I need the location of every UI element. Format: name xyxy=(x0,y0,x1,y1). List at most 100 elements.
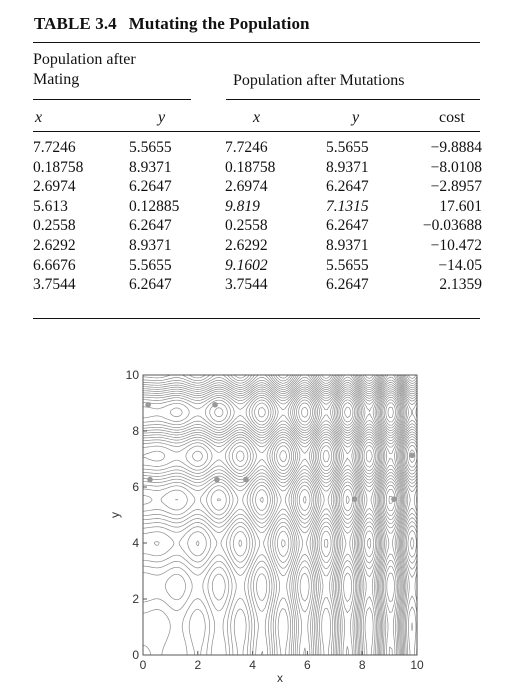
contour-line xyxy=(233,375,417,558)
contour-line xyxy=(143,382,407,655)
cell-x-mating: 7.7246 xyxy=(33,139,76,156)
x-axis-label: x xyxy=(277,671,283,685)
contour-line xyxy=(257,396,399,512)
contour-line xyxy=(143,376,417,655)
table-row: 3.7544 6.2647 3.7544 6.2647 2.1359 xyxy=(33,275,482,295)
cell-cost: −2.8957 xyxy=(430,178,482,196)
cell-y-mutations: 6.2647 xyxy=(326,178,369,196)
group-rule-mutations xyxy=(226,99,480,100)
y-tick-label: 0 xyxy=(132,648,139,662)
population-table-body: 7.7246 5.5655 7.7246 5.5655 −9.8884 0.18758 8.… xyxy=(33,138,482,295)
population-point xyxy=(147,476,153,483)
cell-x-mutations: 9.1602 xyxy=(225,256,268,274)
cell-y-mating: 8.9371 xyxy=(129,158,172,176)
cell-x-mutations: 7.7246 xyxy=(225,139,268,156)
table-row: 0.18758 8.9371 0.18758 8.9371 −8.0108 xyxy=(33,158,482,178)
table-row: 2.6974 6.2647 2.6974 6.2647 −2.8957 xyxy=(33,177,482,197)
contour-line xyxy=(143,375,417,655)
cell-cost: −0.03688 xyxy=(422,217,482,235)
contour-line xyxy=(143,375,417,655)
population-table: 7.7246 5.5655 7.7246 5.5655 −9.8884 0.18758 8.… xyxy=(33,138,482,295)
y-tick-label: 8 xyxy=(132,424,139,438)
cell-x-mutations: 9.819 xyxy=(225,197,260,215)
table-row: 5.613 0.12885 9.819 7.1315 17.601 xyxy=(33,197,482,217)
y-axis-label: y xyxy=(108,512,122,518)
contour-line xyxy=(143,386,405,655)
plot-frame xyxy=(142,374,418,656)
population-point xyxy=(214,476,220,483)
cell-x-mutations: 2.6292 xyxy=(225,236,268,254)
table-header-rule xyxy=(33,131,480,132)
cell-x-mating: 3.7544 xyxy=(33,276,76,294)
cell-y-mutations: 7.1315 xyxy=(326,197,369,215)
table-row: 7.7246 5.5655 7.7246 5.5655 −9.8884 xyxy=(33,138,482,158)
cell-y-mutations: 6.2647 xyxy=(326,217,369,235)
contour-line xyxy=(143,375,417,655)
contour-line xyxy=(369,375,417,379)
cell-x-mutations: 0.18758 xyxy=(225,158,276,176)
population-point xyxy=(391,496,397,502)
contour-line xyxy=(364,375,417,463)
population-point xyxy=(409,452,415,459)
cell-cost: 17.601 xyxy=(439,197,482,215)
table-top-rule xyxy=(33,42,480,43)
group-header-mating: Population after Mating xyxy=(33,50,193,90)
group-header-mating-line2: Mating xyxy=(33,71,80,88)
x-tick-label: 8 xyxy=(359,658,366,672)
group-rule-mating xyxy=(33,99,191,100)
cell-x-mating: 2.6974 xyxy=(33,178,76,196)
cell-y-mating: 0.12885 xyxy=(129,197,180,215)
x-tick-label: 2 xyxy=(194,658,201,672)
contour-line xyxy=(143,388,404,655)
cell-x-mutations: 0.2558 xyxy=(225,217,268,235)
data-points xyxy=(145,401,415,502)
contour-line xyxy=(188,375,417,631)
contour-line xyxy=(143,384,406,655)
cell-cost: −8.0108 xyxy=(430,158,482,176)
x-tick-label: 6 xyxy=(304,658,311,672)
table-caption: Mutating the Population xyxy=(128,14,310,33)
cell-cost: 2.1359 xyxy=(439,276,482,294)
cell-x-mutations: 2.6974 xyxy=(225,178,268,196)
contour-line xyxy=(143,375,417,655)
contour-line xyxy=(214,394,400,516)
cell-y-mating: 6.2647 xyxy=(129,178,172,196)
cell-y-mating: 6.2647 xyxy=(129,276,172,294)
cell-x-mating: 0.2558 xyxy=(33,217,76,235)
contour-line xyxy=(301,399,398,504)
cell-x-mating: 0.18758 xyxy=(33,158,84,176)
y-tick-label: 10 xyxy=(126,368,140,382)
axis-ticks: 0 2 4 6 8 10 0 2 4 6 8 10 xyxy=(126,368,424,672)
column-header-y-mutations: y xyxy=(352,109,360,126)
table-row: 0.2558 6.2647 0.2558 6.2647 −0.03688 xyxy=(33,216,482,236)
population-point xyxy=(243,476,249,483)
table-bottom-rule xyxy=(33,318,480,319)
contour-line xyxy=(387,406,394,418)
cell-y-mutations: 5.5655 xyxy=(326,139,369,156)
cell-cost: −9.8884 xyxy=(430,139,482,156)
population-point xyxy=(145,401,151,408)
contour-line xyxy=(143,375,417,655)
column-header-y-mating: y xyxy=(158,109,166,126)
table-title: TABLE 3.4 Mutating the Population xyxy=(34,14,310,34)
x-tick-label: 0 xyxy=(140,658,147,672)
cell-x-mating: 2.6292 xyxy=(33,236,76,254)
contour-plot: 0 2 4 6 8 10 0 2 4 6 8 10 x y xyxy=(108,368,424,685)
group-header-mating-line1: Population after xyxy=(33,51,136,68)
contour-lines xyxy=(143,375,417,655)
cell-x-mating: 6.6676 xyxy=(33,256,76,274)
x-tick-label: 10 xyxy=(410,658,424,672)
cell-y-mating: 6.2647 xyxy=(129,217,172,235)
x-tick-label: 4 xyxy=(249,658,256,672)
cell-y-mating: 5.5655 xyxy=(129,256,172,274)
population-point xyxy=(212,401,218,408)
group-header-mutations: Population after Mutations xyxy=(233,72,405,89)
cell-y-mutations: 8.9371 xyxy=(326,236,369,254)
table-row: 2.6292 8.9371 2.6292 8.9371 −10.472 xyxy=(33,236,482,256)
y-tick-label: 4 xyxy=(132,536,139,550)
column-header-cost: cost xyxy=(439,109,465,126)
population-point xyxy=(351,496,358,502)
contour-line xyxy=(143,375,417,655)
cell-y-mutations: 5.5655 xyxy=(326,256,369,274)
